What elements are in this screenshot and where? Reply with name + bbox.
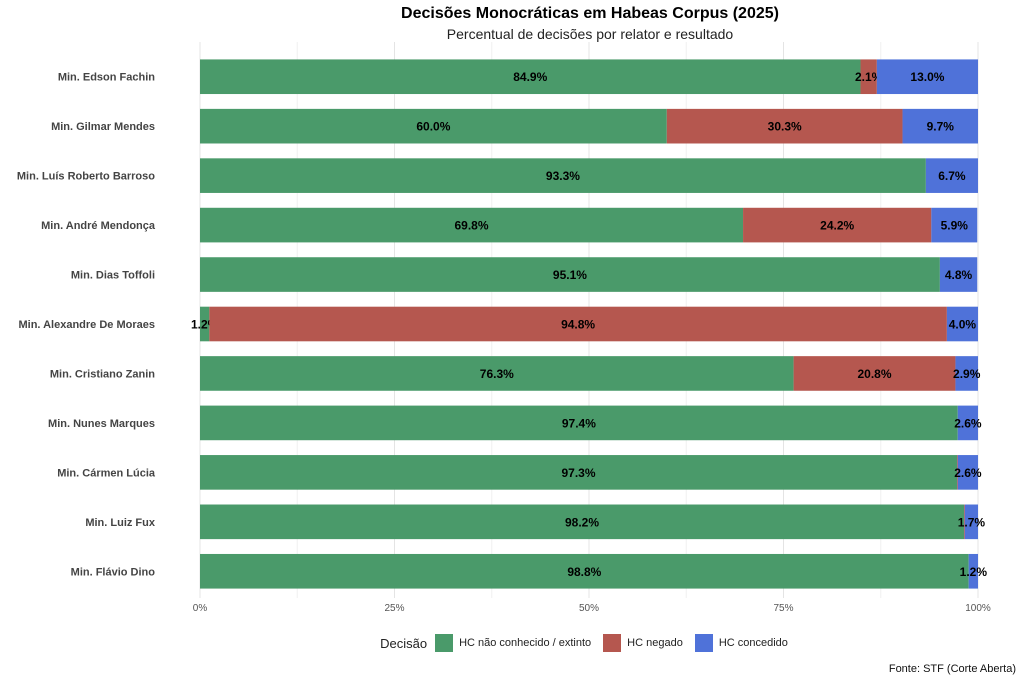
bar-segment <box>925 158 978 193</box>
legend-item-concedido: HC concedido <box>694 634 788 652</box>
data-label: 76.3% <box>480 367 514 381</box>
bar-segment <box>946 306 978 342</box>
data-label: 60.0% <box>416 120 450 134</box>
caption: Fonte: STF (Corte Aberta) <box>888 663 1016 675</box>
data-label: 1.2% <box>960 565 988 579</box>
category-label: Min. Edson Fachin <box>58 72 155 84</box>
data-label: 2.6% <box>954 466 982 480</box>
legend-swatch <box>694 634 713 652</box>
bar-segment <box>200 356 794 391</box>
bar-segment <box>666 108 903 144</box>
x-tick-label: 50% <box>579 603 599 614</box>
data-label: 94.8% <box>561 318 595 332</box>
category-label: Min. Cármen Lúcia <box>57 467 156 479</box>
bar-segment <box>200 158 926 193</box>
bar-segment <box>200 257 940 292</box>
bar-segment <box>200 59 861 95</box>
data-label: 4.8% <box>945 268 973 282</box>
data-label: 2.9% <box>953 367 981 381</box>
bar-segment <box>200 504 964 540</box>
legend-label: HC não conhecido / extinto <box>459 637 592 649</box>
bar-segment <box>902 108 978 144</box>
x-tick-label: 25% <box>384 603 404 614</box>
bar-segment <box>931 207 978 243</box>
data-label: 84.9% <box>513 70 547 84</box>
data-label: 4.0% <box>949 318 977 332</box>
data-label: 98.2% <box>565 515 599 529</box>
legend: Decisão HC não conhecido / extinto HC ne… <box>0 634 1024 652</box>
bar-segment <box>200 405 958 441</box>
bar-segment <box>876 59 978 95</box>
chart-title: Decisões Monocráticas em Habeas Corpus (… <box>401 5 779 22</box>
bar-segment <box>743 207 932 243</box>
data-label: 2.6% <box>954 416 982 430</box>
bar-segment <box>200 306 210 342</box>
bar-segment <box>956 455 958 490</box>
bar-segment <box>200 455 957 490</box>
category-label: Min. Flávio Dino <box>71 566 156 578</box>
data-label: 97.4% <box>562 416 596 430</box>
legend-item-negado: HC negado <box>603 634 683 652</box>
data-label: 93.3% <box>546 169 580 183</box>
legend-swatch <box>603 634 622 652</box>
x-tick-label: 0% <box>193 603 208 614</box>
category-label: Min. Dias Toffoli <box>71 270 155 282</box>
category-label: Min. André Mendonça <box>41 220 156 232</box>
data-label: 20.8% <box>858 367 892 381</box>
bar-segment <box>200 553 969 589</box>
category-label: Min. Luís Roberto Barroso <box>17 171 155 183</box>
legend-item-nao-conhecido: HC não conhecido / extinto <box>435 634 591 652</box>
category-label: Min. Gilmar Mendes <box>51 121 155 133</box>
bar-segment <box>860 59 877 95</box>
data-label: 5.9% <box>941 219 969 233</box>
data-label: 2.1% <box>855 70 883 84</box>
data-label: 95.1% <box>553 268 587 282</box>
category-label: Min. Nunes Marques <box>48 418 155 430</box>
bar-segment <box>209 306 947 342</box>
legend-label: HC concedido <box>718 637 788 649</box>
bar-segment <box>968 553 978 589</box>
x-tick-label: 100% <box>965 603 991 614</box>
bar-segment <box>963 504 965 540</box>
chart-subtitle: Percentual de decisões por relator e res… <box>446 26 734 42</box>
bar-segment <box>939 257 978 292</box>
data-label: 24.2% <box>820 219 854 233</box>
bar-segment <box>957 405 978 441</box>
category-label: Min. Cristiano Zanin <box>50 368 155 380</box>
bar-segment <box>955 356 978 391</box>
bar-segment <box>964 504 978 540</box>
legend-swatch <box>435 634 454 652</box>
legend-title: Decisão <box>380 635 428 651</box>
bar-segment <box>200 207 744 243</box>
category-label: Min. Alexandre De Moraes <box>18 319 155 331</box>
data-label: 98.8% <box>567 565 601 579</box>
data-label: 9.7% <box>927 120 955 134</box>
data-label: 1.7% <box>958 515 986 529</box>
data-label: 6.7% <box>938 169 966 183</box>
data-label: 97.3% <box>561 466 595 480</box>
data-label: 69.8% <box>455 219 489 233</box>
data-label: 13.0% <box>910 70 944 84</box>
bar-segment <box>793 356 956 391</box>
x-tick-label: 75% <box>773 603 793 614</box>
data-label: 30.3% <box>768 120 802 134</box>
bar-segment <box>957 455 978 490</box>
legend-label: HC negado <box>627 637 683 649</box>
bar-segment <box>200 108 667 144</box>
category-label: Min. Luiz Fux <box>85 517 156 529</box>
